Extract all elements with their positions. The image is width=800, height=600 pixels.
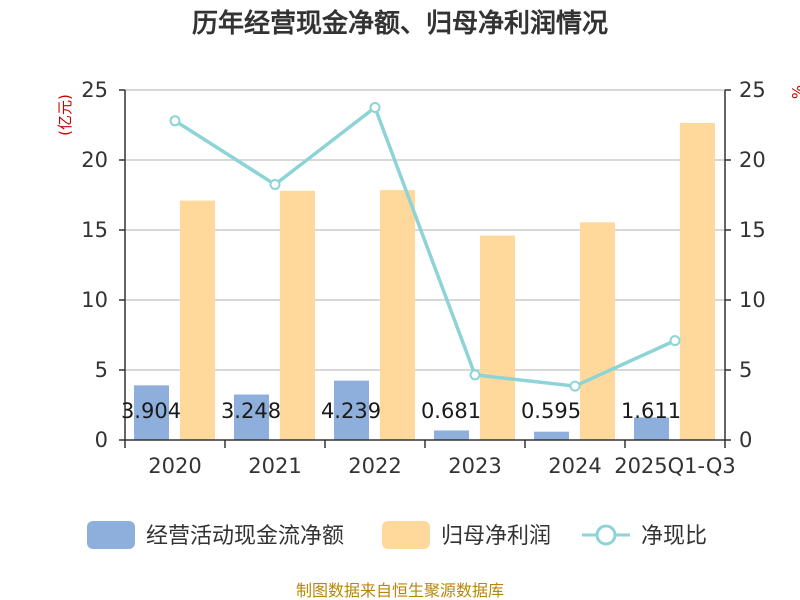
x-tick-label: 2023 <box>448 454 501 478</box>
cashflow-data-label: 3.248 <box>221 399 281 423</box>
bars: 3.904 3.248 4.239 0.681 0.595 1.611 <box>121 122 715 441</box>
legend-label-ratio: 净现比 <box>641 524 707 549</box>
cashflow-bar <box>334 380 369 440</box>
right-tick-label: 0 <box>739 428 752 452</box>
cashflow-data-label: 4.239 <box>321 399 381 423</box>
grid-lines <box>125 89 725 371</box>
ratio-point <box>269 179 281 190</box>
profit-bar <box>680 122 715 441</box>
chart-title: 历年经营现金净额、归母净利润情况 <box>192 8 608 39</box>
profit-bar <box>280 190 315 440</box>
x-tick-label: 2025Q1-Q3 <box>614 454 736 478</box>
ratio-point <box>669 335 681 347</box>
right-tick-label: 5 <box>739 358 752 382</box>
cashflow-data-label: 0.595 <box>521 399 581 423</box>
left-tick-label: 25 <box>81 78 108 102</box>
legend: 经营活动现金流净额 归母净利润 净现比 <box>87 521 707 549</box>
x-tick-label: 2020 <box>148 454 201 478</box>
left-tick-label: 0 <box>95 428 108 452</box>
left-tick-label: 5 <box>95 358 108 382</box>
x-tick-label: 2024 <box>548 454 601 478</box>
legend-swatch-cashflow <box>87 521 135 549</box>
cashflow-data-label: 1.611 <box>621 399 681 423</box>
net-cash-ratio-line <box>169 102 681 392</box>
right-tick-label: 15 <box>739 218 766 242</box>
x-tick-label: 2022 <box>348 454 401 478</box>
left-axis-unit: (亿元) <box>56 94 74 136</box>
cashflow-data-label: 0.681 <box>421 399 481 423</box>
profit-bar <box>180 200 215 440</box>
right-y-axis: 0 5 10 15 20 25 <box>724 78 766 452</box>
ratio-point <box>569 380 581 392</box>
legend-swatch-profit <box>382 521 430 549</box>
cashflow-bar <box>134 385 169 440</box>
right-tick-label: 10 <box>739 288 766 312</box>
right-axis-unit: % <box>789 85 800 99</box>
profit-bar <box>380 190 415 440</box>
source-note: 制图数据来自恒生聚源数据库 <box>296 581 504 600</box>
cashflow-bar <box>234 394 269 440</box>
x-tick-label: 2021 <box>248 454 301 478</box>
cashflow-data-label: 3.904 <box>121 399 181 423</box>
left-tick-label: 15 <box>81 218 108 242</box>
left-tick-label: 20 <box>81 148 108 172</box>
cashflow-bar <box>534 431 569 440</box>
legend-marker-ratio <box>595 524 617 546</box>
right-tick-label: 20 <box>739 148 766 172</box>
left-tick-label: 10 <box>81 288 108 312</box>
cashflow-bar <box>634 417 669 440</box>
legend-label-profit: 归母净利润 <box>441 524 551 549</box>
cashflow-bar <box>434 430 469 440</box>
profit-bar <box>580 222 615 440</box>
profit-bar <box>480 235 515 440</box>
x-axis: 2020 2021 2022 2023 2024 2025Q1-Q3 <box>124 439 736 478</box>
ratio-point <box>369 102 381 113</box>
ratio-line-path <box>174 104 676 388</box>
right-tick-label: 25 <box>739 78 766 102</box>
legend-label-cashflow: 经营活动现金流净额 <box>146 524 344 549</box>
ratio-point <box>469 369 481 381</box>
ratio-point <box>169 115 181 127</box>
left-y-axis: 0 5 10 15 20 25 <box>81 78 126 452</box>
